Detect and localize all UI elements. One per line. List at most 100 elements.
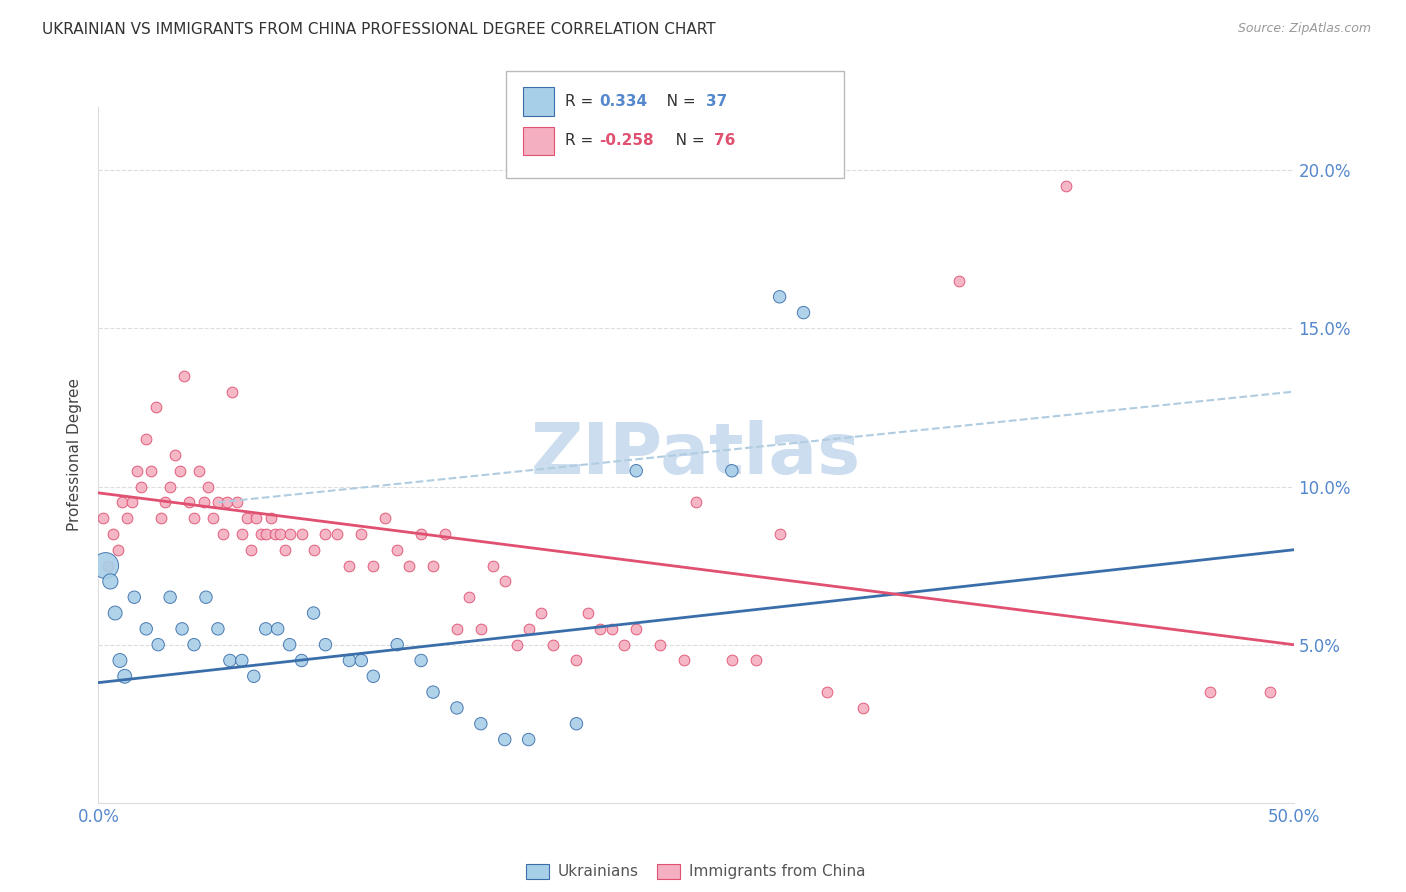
Point <box>768 290 790 304</box>
Point <box>145 401 167 415</box>
Point <box>94 558 117 573</box>
Legend: Ukrainians, Immigrants from China: Ukrainians, Immigrants from China <box>520 858 872 886</box>
Point <box>422 685 444 699</box>
Point <box>363 669 385 683</box>
Point <box>363 558 385 573</box>
Point <box>350 653 373 667</box>
Point <box>97 558 120 573</box>
Point <box>720 464 742 478</box>
Point <box>193 495 215 509</box>
Point <box>446 701 468 715</box>
Point <box>541 638 564 652</box>
Point <box>240 542 263 557</box>
Point <box>101 527 124 541</box>
Point <box>517 732 540 747</box>
Point <box>124 591 146 605</box>
Point <box>494 574 516 589</box>
Point <box>219 653 242 667</box>
Point <box>125 464 148 478</box>
Point <box>115 511 138 525</box>
Point <box>446 622 468 636</box>
Point <box>231 527 253 541</box>
Point <box>411 527 433 541</box>
Point <box>278 527 301 541</box>
Point <box>481 558 505 573</box>
Point <box>163 448 186 462</box>
Point <box>470 716 492 731</box>
Point <box>315 527 337 541</box>
Point <box>337 558 360 573</box>
Point <box>194 591 217 605</box>
Point <box>91 511 114 525</box>
Point <box>624 464 647 478</box>
Point <box>107 542 129 557</box>
Point <box>315 638 337 652</box>
Point <box>211 527 233 541</box>
Point <box>852 701 875 715</box>
Point <box>1198 685 1220 699</box>
Text: N =: N = <box>661 134 709 148</box>
Point <box>179 495 201 509</box>
Point <box>231 653 253 667</box>
Point <box>948 274 970 288</box>
Point <box>673 653 696 667</box>
Point <box>793 305 815 319</box>
Point <box>114 669 136 683</box>
Point <box>576 606 599 620</box>
Point <box>202 511 225 525</box>
Point <box>111 495 134 509</box>
Text: R =: R = <box>565 95 599 109</box>
Point <box>254 527 277 541</box>
Point <box>433 527 456 541</box>
Point <box>108 653 131 667</box>
Point <box>131 479 153 493</box>
Point <box>457 591 479 605</box>
Point <box>624 622 647 636</box>
Point <box>529 606 551 620</box>
Point <box>139 464 162 478</box>
Point <box>600 622 623 636</box>
Point <box>422 558 444 573</box>
Point <box>159 591 181 605</box>
Point <box>350 527 373 541</box>
Text: R =: R = <box>565 134 599 148</box>
Point <box>221 384 243 399</box>
Point <box>173 368 195 383</box>
Point <box>720 653 742 667</box>
Text: 37: 37 <box>706 95 727 109</box>
Point <box>589 622 612 636</box>
Point <box>302 606 325 620</box>
Point <box>187 464 209 478</box>
Point <box>250 527 273 541</box>
Point <box>183 638 205 652</box>
Point <box>267 622 290 636</box>
Point <box>815 685 838 699</box>
Point <box>565 653 588 667</box>
Point <box>235 511 257 525</box>
Point <box>217 495 239 509</box>
Point <box>169 464 191 478</box>
Text: -0.258: -0.258 <box>599 134 654 148</box>
Text: UKRAINIAN VS IMMIGRANTS FROM CHINA PROFESSIONAL DEGREE CORRELATION CHART: UKRAINIAN VS IMMIGRANTS FROM CHINA PROFE… <box>42 22 716 37</box>
Point <box>506 638 529 652</box>
Point <box>302 542 325 557</box>
Point <box>259 511 281 525</box>
Point <box>242 669 264 683</box>
Point <box>326 527 349 541</box>
Point <box>398 558 420 573</box>
Point <box>207 495 229 509</box>
Point <box>768 527 790 541</box>
Point <box>183 511 205 525</box>
Point <box>135 622 157 636</box>
Text: Source: ZipAtlas.com: Source: ZipAtlas.com <box>1237 22 1371 36</box>
Point <box>385 542 409 557</box>
Point <box>197 479 219 493</box>
Point <box>149 511 172 525</box>
Point <box>155 495 177 509</box>
Point <box>269 527 291 541</box>
Point <box>613 638 636 652</box>
Point <box>385 638 409 652</box>
Point <box>1258 685 1281 699</box>
Point <box>172 622 194 636</box>
Text: 76: 76 <box>714 134 735 148</box>
